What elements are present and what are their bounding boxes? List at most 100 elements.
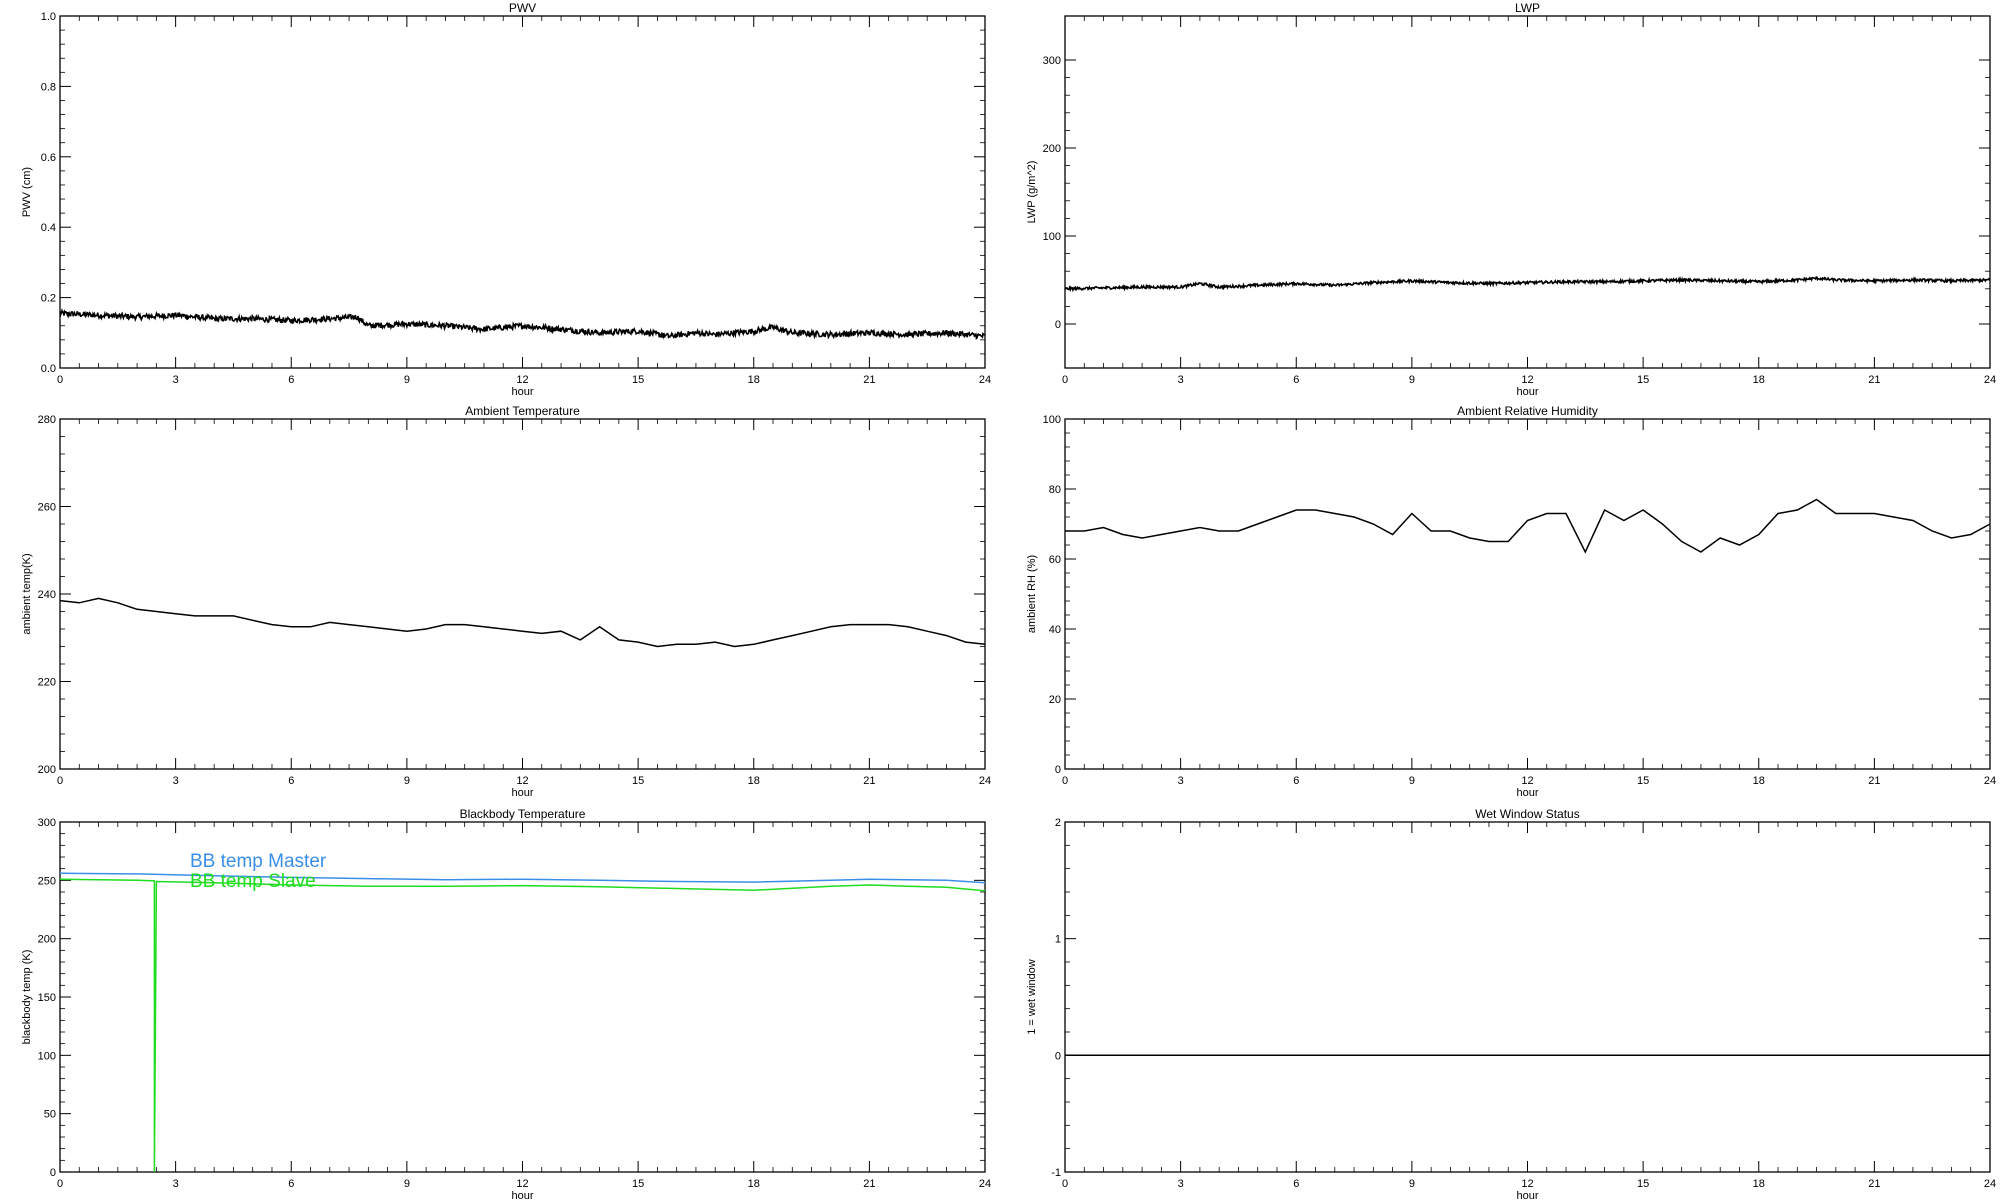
- x-tick-label: 6: [1293, 775, 1299, 787]
- y-tick-label: 220: [38, 677, 56, 689]
- x-axis-label: hour: [511, 1190, 533, 1200]
- x-tick-label: 0: [1062, 775, 1068, 787]
- plot-title: Ambient Relative Humidity: [1457, 404, 1598, 418]
- x-tick-label: 24: [979, 1178, 991, 1190]
- series-line: [1064, 275, 1991, 293]
- x-tick-label: 0: [57, 1178, 63, 1190]
- x-tick-label: 12: [516, 1178, 528, 1190]
- x-tick-label: 9: [1409, 775, 1415, 787]
- x-tick-label: 6: [288, 374, 294, 386]
- plot-title: Ambient Temperature: [465, 404, 580, 418]
- legend-entry: BB temp Slave: [190, 871, 316, 892]
- x-tick-label: 3: [1178, 374, 1184, 386]
- y-tick-label: 1: [1055, 934, 1061, 946]
- x-tick-label: 3: [1178, 775, 1184, 787]
- x-tick-label: 15: [632, 775, 644, 787]
- x-tick-label: 21: [863, 775, 875, 787]
- y-tick-label: 240: [38, 589, 56, 601]
- x-tick-label: 18: [748, 1178, 760, 1190]
- y-tick-label: 80: [1049, 484, 1061, 496]
- y-tick-label: 250: [38, 875, 56, 887]
- x-axis-label: hour: [1516, 1190, 1538, 1200]
- plot-frame: [59, 418, 986, 770]
- plot-title: Wet Window Status: [1475, 807, 1579, 821]
- x-tick-label: 12: [1521, 374, 1533, 386]
- y-tick-label: 0.4: [41, 222, 56, 234]
- y-tick-label: 0: [1055, 764, 1061, 776]
- y-axis-label: PWV (cm): [21, 167, 33, 217]
- x-tick-label: 18: [1753, 1178, 1765, 1190]
- plot-frame: [1064, 418, 1991, 770]
- x-tick-label: 0: [1062, 374, 1068, 386]
- y-tick-label: 50: [44, 1109, 56, 1121]
- y-axis-label: 1 = wet window: [1026, 959, 1038, 1035]
- plot-panel-1: 0 3 6 9 12 15 18 21 24 0.0 0.2 0.4 0.6 0.8 1.0 PWV hour P…: [21, 1, 991, 398]
- x-tick-label: 24: [1984, 775, 1996, 787]
- plot-title: LWP: [1515, 1, 1540, 15]
- plot-frame: [1064, 15, 1991, 369]
- x-tick-label: 9: [1409, 374, 1415, 386]
- y-axis-label: ambient temp(K): [21, 553, 33, 634]
- x-tick-label: 3: [173, 1178, 179, 1190]
- series-line: [59, 597, 986, 648]
- y-tick-label: 0.8: [41, 81, 56, 93]
- x-tick-label: 3: [1178, 1178, 1184, 1190]
- x-tick-label: 9: [404, 374, 410, 386]
- y-tick-label: 0: [1055, 1050, 1061, 1062]
- series-line: [1065, 498, 1991, 554]
- x-axis-label: hour: [511, 386, 533, 398]
- x-axis-label: hour: [1516, 386, 1538, 398]
- x-tick-label: 21: [1868, 1178, 1880, 1190]
- x-tick-label: 12: [516, 775, 528, 787]
- plot-title: PWV: [509, 1, 536, 15]
- y-tick-label: 150: [38, 992, 56, 1004]
- plot-panel-3: 0 3 6 9 12 15 18 21 24 200 220 240 260 280 Ambient Tem…: [21, 404, 991, 799]
- y-tick-label: 300: [1043, 55, 1061, 67]
- x-tick-label: 24: [1984, 1178, 1996, 1190]
- x-tick-label: 15: [1637, 775, 1649, 787]
- x-tick-label: 21: [863, 374, 875, 386]
- plot-panel-5: 0 3 6 9 12 15 18 21 24 0 50 100 150 200 250 300 Blackbod…: [21, 807, 991, 1200]
- y-tick-label: 200: [38, 764, 56, 776]
- x-tick-label: 24: [1984, 374, 1996, 386]
- x-tick-label: 3: [173, 374, 179, 386]
- y-tick-label: 200: [38, 934, 56, 946]
- plot-frame: [1064, 821, 1991, 1173]
- y-tick-label: 260: [38, 502, 56, 514]
- x-tick-label: 0: [1062, 1178, 1068, 1190]
- series-line: [59, 308, 986, 340]
- y-tick-label: 1.0: [41, 11, 56, 23]
- x-tick-label: 9: [1409, 1178, 1415, 1190]
- x-tick-label: 6: [288, 1178, 294, 1190]
- x-tick-label: 24: [979, 775, 991, 787]
- x-tick-label: 15: [1637, 374, 1649, 386]
- x-tick-label: 21: [863, 1178, 875, 1190]
- x-tick-label: 12: [1521, 775, 1533, 787]
- x-tick-label: 18: [748, 775, 760, 787]
- x-tick-label: 0: [57, 775, 63, 787]
- x-tick-label: 24: [979, 374, 991, 386]
- y-tick-label: 40: [1049, 624, 1061, 636]
- y-tick-label: 0.6: [41, 152, 56, 164]
- x-tick-label: 21: [1868, 775, 1880, 787]
- y-tick-label: 300: [38, 817, 56, 829]
- x-tick-label: 9: [404, 1178, 410, 1190]
- x-tick-label: 18: [1753, 374, 1765, 386]
- y-axis-label: LWP (g/m^2): [1026, 161, 1038, 224]
- y-tick-label: 280: [38, 414, 56, 426]
- x-tick-label: 15: [632, 374, 644, 386]
- x-tick-label: 6: [1293, 1178, 1299, 1190]
- plot-title: Blackbody Temperature: [460, 807, 586, 821]
- y-tick-label: 100: [38, 1050, 56, 1062]
- y-tick-label: 0: [1055, 319, 1061, 331]
- x-tick-label: 12: [1521, 1178, 1533, 1190]
- x-tick-label: 6: [1293, 374, 1299, 386]
- y-tick-label: 60: [1049, 554, 1061, 566]
- y-tick-label: 0.2: [41, 293, 56, 305]
- legend-entry: BB temp Master: [190, 851, 327, 872]
- x-tick-label: 9: [404, 775, 410, 787]
- x-tick-label: 21: [1868, 374, 1880, 386]
- x-tick-label: 12: [516, 374, 528, 386]
- x-tick-label: 15: [632, 1178, 644, 1190]
